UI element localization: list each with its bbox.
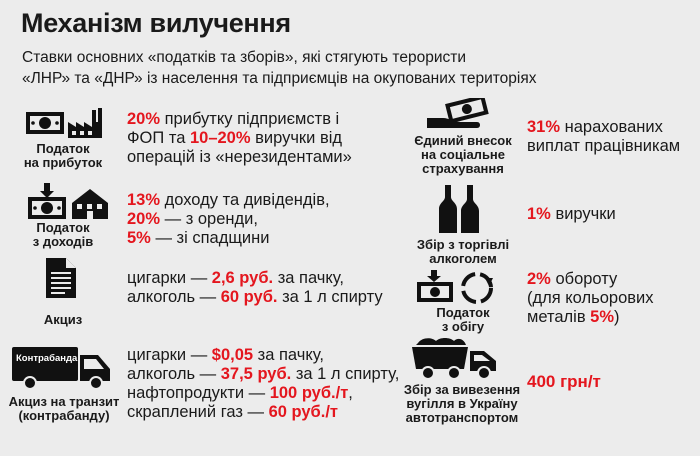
rate-value: 10–20% <box>189 129 251 147</box>
rate-value: 2,6 руб. <box>211 269 274 287</box>
left-1-line-3: 5% — зі спадщини <box>127 229 330 248</box>
right-1-line-1: 1% виручки <box>527 205 616 224</box>
page-title: Механізм вилучення <box>21 8 291 38</box>
caption-excise: Акциз <box>43 312 83 327</box>
subtitle-line-2: «ЛНР» та «ДНР» із населення та підприємц… <box>22 70 537 87</box>
text-coal-export: 400 грн/т <box>527 372 601 391</box>
rate-text: ФОП та <box>127 129 190 147</box>
dump-truck-icon <box>412 338 496 379</box>
rate-value: 400 грн/т <box>527 372 601 391</box>
hand-money-icon <box>427 98 489 128</box>
rate-text: обороту <box>550 270 618 288</box>
right-0-line-2: виплат працівникам <box>527 137 680 156</box>
rate-text: — з оренди, <box>160 210 258 228</box>
rate-text: скраплений газ — <box>127 403 269 421</box>
rate-value: 37,5 руб. <box>220 365 292 383</box>
rate-text: ) <box>614 308 620 326</box>
rate-value: 5% <box>127 229 151 247</box>
rate-text: — зі спадщини <box>150 229 270 247</box>
rate-text: за пачку, <box>273 269 344 287</box>
rate-text: алкоголь — <box>127 288 221 306</box>
rate-value: 20% <box>127 110 161 128</box>
rate-value: 31% <box>527 118 561 136</box>
caption-social-insurance: Єдиний внесок на соціальне страхування <box>414 133 512 176</box>
truck-label: Контрабанда <box>16 353 78 364</box>
money-factory-icon <box>26 108 102 138</box>
text-contraband: цигарки — $0,05 за пачку, алкоголь — 37,5… <box>127 346 399 422</box>
rate-value: 100 руб./т <box>269 384 349 402</box>
rate-value: 5% <box>590 308 615 326</box>
left-3-line-4: скраплений газ — 60 руб./т <box>127 403 399 422</box>
text-excise: цигарки — 2,6 руб. за пачку, алкоголь — 6… <box>127 269 383 307</box>
rate-text: (для кольорових <box>527 289 654 307</box>
money-cycle-icon <box>417 270 493 304</box>
rate-text: виплат працівникам <box>527 137 681 155</box>
text-alcohol-fee: 1% виручки <box>527 205 616 224</box>
rate-text: цигарки — <box>127 269 212 287</box>
right-3-line-1: 400 грн/т <box>527 372 601 391</box>
text-income-tax: 13% доходу та дивідендів, 20% — з оренди,… <box>127 191 330 248</box>
rate-text: доходу та дивідендів, <box>160 191 330 209</box>
text-turnover-tax: 2% обороту (для кольорових металів 5%) <box>527 270 653 327</box>
rate-text: нафтопродукти — <box>127 384 270 402</box>
rate-value: 20% <box>127 210 161 228</box>
right-0-line-1: 31% нарахованих <box>527 118 680 137</box>
right-2-line-1: 2% обороту <box>527 270 653 289</box>
caption-coal-export: Збір за вивезення вугілля в Україну автотр… <box>403 382 521 425</box>
document-icon <box>46 258 76 298</box>
text-profit-tax: 20% прибутку підприємств і ФОП та 10–20% … <box>127 110 352 167</box>
right-2-line-3: металів 5%) <box>527 308 653 327</box>
caption-turnover-tax: Податок з обігу <box>436 305 490 334</box>
rate-text: за 1 л спирту <box>277 288 383 306</box>
rate-text: операцій із «нерезидентами» <box>127 148 352 166</box>
left-0-line-3: операцій із «нерезидентами» <box>127 148 352 167</box>
left-3-line-1: цигарки — $0,05 за пачку, <box>127 346 399 365</box>
rate-text: прибутку підприємств і <box>160 110 340 128</box>
rate-text: цигарки — <box>127 346 212 364</box>
rate-text: нарахованих <box>560 118 663 136</box>
rate-value: 60 руб. <box>220 288 278 306</box>
rate-text: за пачку, <box>253 346 324 364</box>
caption-profit-tax: Податок на прибуток <box>23 141 103 170</box>
subtitle-line-1: Ставки основних «податків та зборів», як… <box>22 49 466 66</box>
truck-icon: Контрабанда <box>12 347 110 389</box>
left-3-line-2: алкоголь — 37,5 руб. за 1 л спирту, <box>127 365 399 384</box>
rate-value: 60 руб./т <box>268 403 338 421</box>
right-2-line-2: (для кольорових <box>527 289 653 308</box>
caption-contraband: Акциз на транзит (контрабанду) <box>8 394 120 423</box>
left-0-line-1: 20% прибутку підприємств і <box>127 110 352 129</box>
rate-text: алкоголь — <box>127 365 221 383</box>
left-1-line-2: 20% — з оренди, <box>127 210 330 229</box>
rate-text: виручки від <box>250 129 343 147</box>
rate-value: 13% <box>127 191 161 209</box>
caption-income-tax: Податок з доходів <box>32 220 94 249</box>
left-3-line-3: нафтопродукти — 100 руб./т, <box>127 384 399 403</box>
left-2-line-2: алкоголь — 60 руб. за 1 л спирту <box>127 288 383 307</box>
left-0-line-2: ФОП та 10–20% виручки від <box>127 129 352 148</box>
rate-value: $0,05 <box>211 346 254 364</box>
left-2-line-1: цигарки — 2,6 руб. за пачку, <box>127 269 383 288</box>
rate-text: виручки <box>550 205 616 223</box>
left-1-line-1: 13% доходу та дивідендів, <box>127 191 330 210</box>
money-house-icon <box>28 183 108 219</box>
bottles-icon <box>439 185 479 233</box>
rate-text: за 1 л спирту, <box>291 365 400 383</box>
rate-text: , <box>348 384 353 402</box>
caption-alcohol-fee: Збір з торгівлі алкоголем <box>416 237 510 266</box>
rate-text: металів <box>527 308 591 326</box>
text-social-insurance: 31% нарахованих виплат працівникам <box>527 118 680 156</box>
rate-value: 2% <box>527 270 551 288</box>
rate-value: 1% <box>527 205 551 223</box>
